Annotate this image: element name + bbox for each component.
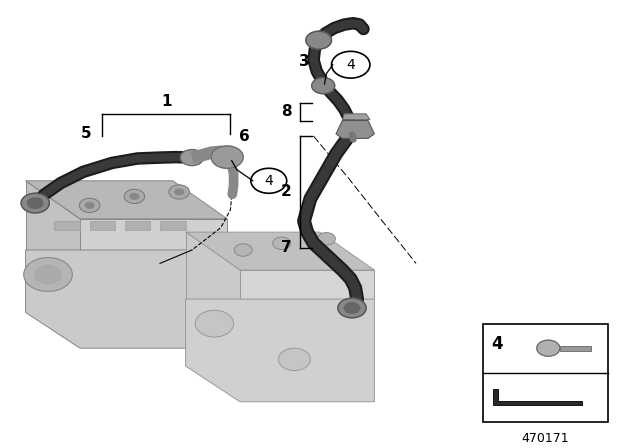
Polygon shape xyxy=(160,221,186,230)
Polygon shape xyxy=(90,221,115,230)
Circle shape xyxy=(317,233,335,245)
Polygon shape xyxy=(186,299,374,402)
Circle shape xyxy=(79,198,100,212)
Polygon shape xyxy=(80,219,227,250)
Circle shape xyxy=(24,258,72,292)
Text: 4: 4 xyxy=(264,174,273,188)
Polygon shape xyxy=(26,250,227,348)
Polygon shape xyxy=(493,389,582,405)
Text: 5: 5 xyxy=(81,126,92,142)
Polygon shape xyxy=(342,114,370,120)
Bar xyxy=(483,323,608,422)
Circle shape xyxy=(129,193,140,200)
Text: 2: 2 xyxy=(281,185,292,199)
Polygon shape xyxy=(125,221,150,230)
Text: 8: 8 xyxy=(281,104,292,119)
Circle shape xyxy=(211,146,243,168)
Text: 7: 7 xyxy=(281,240,292,255)
Polygon shape xyxy=(26,181,80,250)
Circle shape xyxy=(180,150,204,166)
Circle shape xyxy=(124,189,145,203)
Circle shape xyxy=(28,198,43,208)
Circle shape xyxy=(537,340,560,356)
Polygon shape xyxy=(336,121,374,138)
Text: 6: 6 xyxy=(239,129,250,144)
Polygon shape xyxy=(186,232,374,270)
Text: 3: 3 xyxy=(299,54,310,69)
Circle shape xyxy=(21,193,49,213)
Polygon shape xyxy=(186,232,240,299)
Circle shape xyxy=(278,348,310,370)
Circle shape xyxy=(195,310,234,337)
Circle shape xyxy=(312,78,335,94)
Text: 1: 1 xyxy=(161,95,172,109)
Text: 4: 4 xyxy=(491,335,502,353)
Circle shape xyxy=(34,265,62,284)
Text: 4: 4 xyxy=(346,58,355,72)
Circle shape xyxy=(306,31,332,49)
Polygon shape xyxy=(26,181,227,219)
Circle shape xyxy=(174,188,184,195)
Circle shape xyxy=(338,298,366,318)
Circle shape xyxy=(273,237,291,250)
Polygon shape xyxy=(240,270,374,299)
Polygon shape xyxy=(54,221,80,230)
Circle shape xyxy=(344,303,360,313)
Bar xyxy=(560,345,591,351)
Circle shape xyxy=(169,185,189,199)
Text: 470171: 470171 xyxy=(522,432,570,445)
Circle shape xyxy=(234,244,252,256)
Circle shape xyxy=(84,202,95,209)
